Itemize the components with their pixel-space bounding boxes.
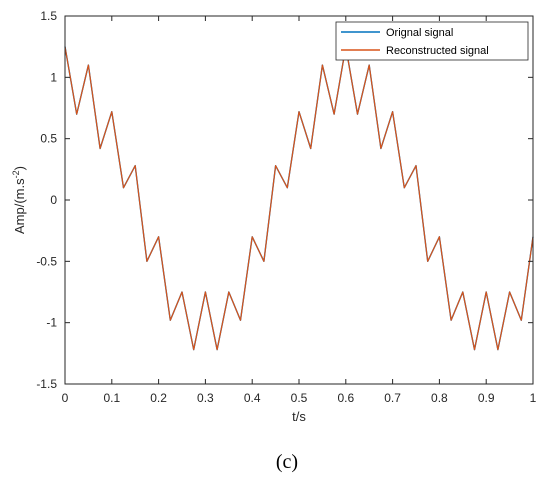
y-tick-label: 1.5 [40, 9, 57, 23]
y-axis-label-superscript: -2 [11, 170, 21, 178]
y-tick-label: -1 [46, 316, 57, 330]
series-line-reconstructed [64, 46, 534, 351]
y-tick-label: 0.5 [40, 132, 57, 146]
legend-label-reconstructed: Reconstructed signal [386, 45, 489, 57]
x-tick-label: 0.3 [197, 391, 214, 405]
y-tick-label: -1.5 [36, 377, 57, 391]
x-tick-label: 0.6 [337, 391, 354, 405]
x-tick-label: 0.8 [431, 391, 448, 405]
y-tick-label: 0 [50, 193, 57, 207]
figure-caption: (c) [276, 451, 298, 473]
x-tick-label: 1 [530, 391, 537, 405]
y-axis-label-main: Amp/(m.s [12, 178, 27, 234]
x-axis-ticks: 0 0.1 0.2 0.3 0.4 0.5 0.6 0.7 0.8 0.9 1 [62, 16, 537, 405]
y-axis-ticks: -1.5 -1 -0.5 0 0.5 1 1.5 [36, 9, 533, 391]
series-layer [64, 45, 534, 351]
y-tick-label: 1 [50, 70, 57, 84]
y-axis-label-close: ) [12, 166, 27, 170]
x-tick-label: 0.4 [244, 391, 261, 405]
x-tick-label: 0.1 [103, 391, 120, 405]
x-axis-label: t/s [292, 409, 306, 424]
legend-box [335, 21, 529, 61]
y-axis-label: Amp/(m.s-2) [11, 166, 27, 234]
x-tick-label: 0.7 [384, 391, 401, 405]
x-tick-label: 0.2 [150, 391, 167, 405]
legend-label-original: Orignal signal [386, 27, 453, 39]
y-tick-label: -0.5 [36, 254, 57, 268]
x-tick-label: 0.9 [478, 391, 495, 405]
plot-area-background [65, 16, 533, 384]
x-tick-label: 0 [62, 391, 69, 405]
x-tick-label: 0.5 [291, 391, 308, 405]
legend: Orignal signal Reconstructed signal [335, 21, 529, 61]
